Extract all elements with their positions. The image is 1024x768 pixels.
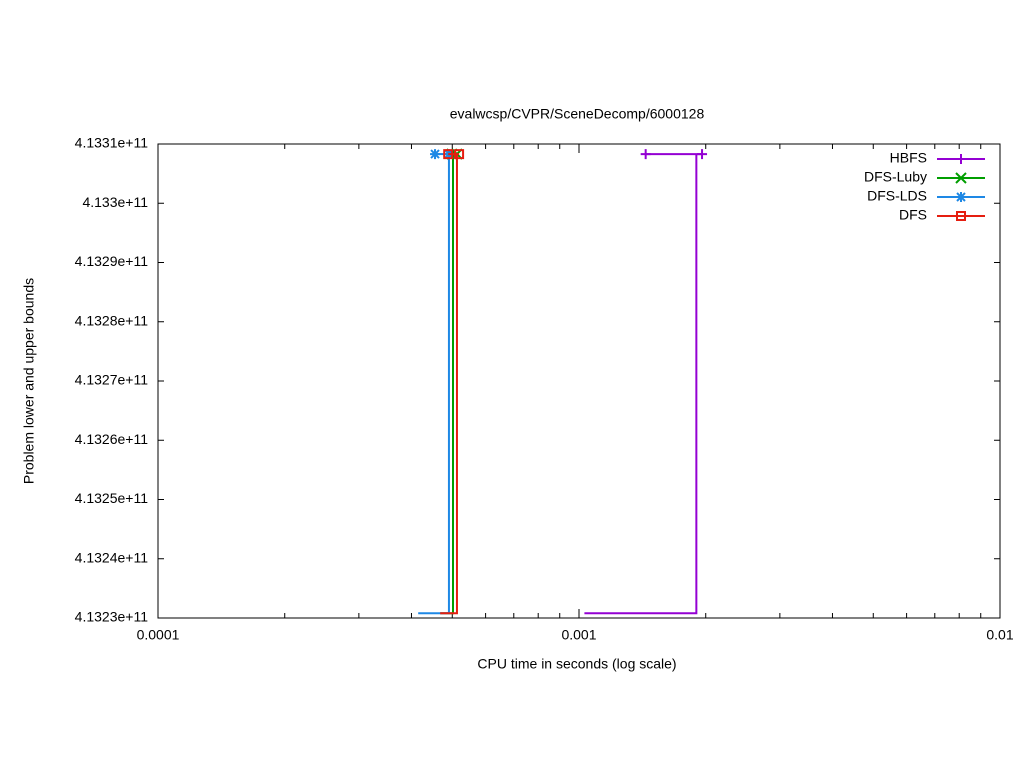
marker — [697, 149, 708, 160]
y-tick-label: 4.1329e+11 — [75, 253, 149, 269]
x-axis-label: CPU time in seconds (log scale) — [477, 656, 676, 672]
marker — [454, 149, 465, 160]
y-tick-label: 4.1325e+11 — [75, 490, 149, 506]
marker — [443, 149, 454, 160]
y-tick-label: 4.1328e+11 — [75, 312, 149, 328]
y-tick-label: 4.133e+11 — [82, 194, 148, 210]
marker — [956, 211, 966, 221]
y-tick-label: 4.1324e+11 — [75, 549, 149, 565]
y-axis-label: Problem lower and upper bounds — [21, 278, 37, 484]
series-line — [440, 154, 454, 615]
legend-label: HBFS — [890, 150, 927, 166]
marker — [955, 172, 967, 184]
y-tick-label: 4.1331e+11 — [75, 135, 149, 151]
marker — [956, 192, 966, 202]
legend-label: DFS — [899, 207, 927, 223]
x-tick-label: 0.0001 — [137, 627, 180, 643]
plot-frame — [157, 143, 1001, 619]
series-line — [440, 154, 458, 615]
marker — [640, 149, 651, 160]
y-tick-label: 4.1326e+11 — [75, 431, 149, 447]
series-line — [418, 154, 450, 615]
series-line — [584, 154, 698, 615]
marker — [956, 154, 966, 164]
legend-label: DFS-LDS — [867, 188, 927, 204]
chart-title: evalwcsp/CVPR/SceneDecomp/6000128 — [450, 106, 705, 122]
marker — [430, 149, 441, 160]
y-tick-label: 4.1327e+11 — [75, 372, 149, 388]
legend-label: DFS-Luby — [864, 169, 927, 185]
x-tick-label: 0.01 — [986, 627, 1013, 643]
y-tick-label: 4.1323e+11 — [75, 609, 149, 625]
x-tick-label: 0.001 — [561, 627, 596, 643]
